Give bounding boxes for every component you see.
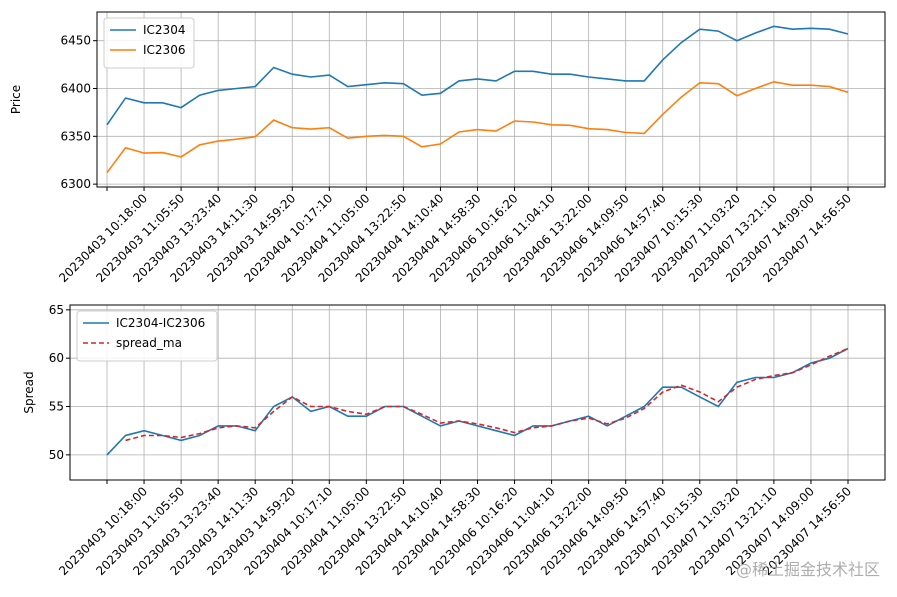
y-tick-label: 65 [49,303,64,317]
y-tick-label: 6300 [60,177,91,191]
legend: IC2304 IC2306 [103,17,195,69]
y-axis-label: Spread [22,371,36,413]
series-line [106,80,849,174]
y-tick-label: 55 [49,400,64,414]
axes-frame [96,11,886,188]
series-line [125,347,849,442]
y-axis-label: Price [9,85,23,114]
y-tick-label: 50 [49,448,64,462]
y-tick-label: 6450 [60,34,91,48]
legend-label: IC2304-IC2306 [116,316,205,330]
legend-label: IC2306 [143,43,185,57]
y-tick-label: 6350 [60,129,91,143]
legend: IC2304-IC2306 spread_ma [76,310,218,362]
y-tick-label: 6400 [60,82,91,96]
series-line [106,25,849,126]
watermark: @稀土掘金技术社区 [736,560,880,579]
y-tick-label: 60 [49,351,64,365]
legend-label: IC2304 [143,23,185,37]
axes-frame [69,304,886,481]
legend-label: spread_ma [116,336,182,350]
legend-box [76,310,218,362]
